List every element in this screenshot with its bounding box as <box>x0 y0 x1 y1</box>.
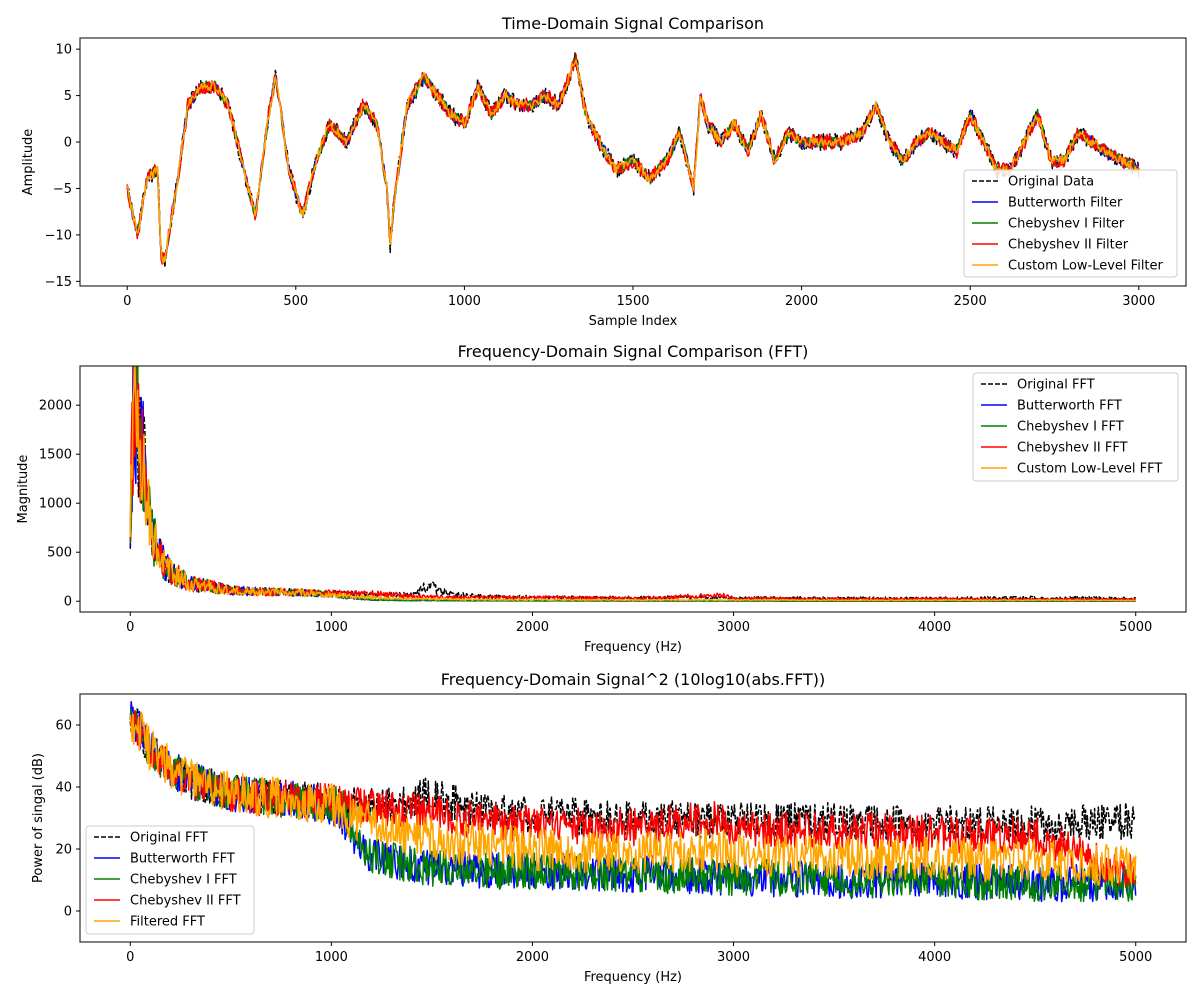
x-tick-label: 0 <box>126 620 134 635</box>
legend-label: Chebyshev II Filter <box>1008 238 1129 253</box>
legend-label: Chebyshev I FFT <box>1017 420 1124 435</box>
x-tick-label: 3000 <box>1122 294 1155 309</box>
legend-box <box>972 372 1179 482</box>
x-tick-label: 1500 <box>616 294 649 309</box>
chart-title: Frequency-Domain Signal Comparison (FFT) <box>458 342 809 361</box>
x-tick-label: 1000 <box>315 950 348 965</box>
x-axis-label: Frequency (Hz) <box>584 970 682 985</box>
legend-label: Chebyshev II FFT <box>130 894 241 909</box>
x-tick-label: 2500 <box>954 294 987 309</box>
y-axis-label: Magnitude <box>16 455 31 524</box>
legend-label: Chebyshev I FFT <box>130 873 237 888</box>
x-tick-label: 5000 <box>1119 620 1152 635</box>
chart-panel-1: Time-Domain Signal Comparison 0 500 1000 150… <box>21 14 1187 329</box>
legend-box <box>963 169 1178 278</box>
x-tick-label: 0 <box>126 950 134 965</box>
y-tick-label: 500 <box>47 546 72 561</box>
x-tick-label: 2000 <box>516 950 549 965</box>
y-axis-label: Amplitude <box>21 129 36 196</box>
y-tick-label: 0 <box>64 905 72 920</box>
axes-frame <box>79 365 1187 613</box>
y-tick-label: 20 <box>55 843 72 858</box>
legend-label: Chebyshev I Filter <box>1008 217 1125 232</box>
legend-label: Butterworth FFT <box>1017 399 1122 414</box>
x-tick-label: 0 <box>123 294 131 309</box>
y-axis-label: Power of singal (dB) <box>31 753 46 883</box>
y-tick-label: 0 <box>64 595 72 610</box>
x-axis-label: Sample Index <box>589 314 678 329</box>
y-tick-label: −15 <box>45 275 72 290</box>
axes-frame <box>79 693 1187 943</box>
legend-label: Original FFT <box>1017 378 1095 393</box>
x-tick-label: 1000 <box>448 294 481 309</box>
chart-title: Time-Domain Signal Comparison <box>501 14 764 33</box>
x-tick-label: 2000 <box>516 620 549 635</box>
x-tick-label: 4000 <box>918 950 951 965</box>
legend-label: Chebyshev II FFT <box>1017 441 1128 456</box>
chart-panel-2: Frequency-Domain Signal Comparison (FFT)… <box>16 342 1187 655</box>
y-tick-label: 10 <box>55 43 72 58</box>
legend: Original FFT Butterworth FFT Chebyshev I F… <box>972 372 1179 482</box>
y-tick-label: 0 <box>64 136 72 151</box>
legend-box <box>85 825 255 935</box>
y-tick-label: −10 <box>45 228 72 243</box>
y-tick-label: 60 <box>55 719 72 734</box>
series-line-5 <box>126 59 1139 264</box>
legend-label: Custom Low-Level Filter <box>1008 259 1164 274</box>
y-tick-label: 5 <box>64 89 72 104</box>
legend-label: Original FFT <box>130 831 208 846</box>
series-line-4 <box>130 710 1137 888</box>
x-tick-label: 1000 <box>315 620 348 635</box>
legend-label: Butterworth Filter <box>1008 196 1123 211</box>
legend-label: Filtered FFT <box>130 915 205 930</box>
y-tick-label: −5 <box>53 182 72 197</box>
series-line-5 <box>129 711 1137 887</box>
series-lines <box>126 52 1140 268</box>
series-lines <box>129 701 1137 903</box>
x-tick-label: 2000 <box>785 294 818 309</box>
y-tick-label: 2000 <box>39 399 72 414</box>
series-lines <box>129 366 1137 602</box>
legend: Original Data Butterworth Filter Chebyshev… <box>963 169 1178 278</box>
y-tick-label: 40 <box>55 781 72 796</box>
x-tick-label: 3000 <box>717 950 750 965</box>
y-tick-label: 1000 <box>39 497 72 512</box>
legend-label: Original Data <box>1008 175 1094 190</box>
legend: Original FFT Butterworth FFT Chebyshev I F… <box>85 825 255 935</box>
y-tick-label: 1500 <box>39 448 72 463</box>
x-tick-label: 5000 <box>1119 950 1152 965</box>
legend-label: Butterworth FFT <box>130 852 235 867</box>
x-tick-label: 3000 <box>717 620 750 635</box>
x-axis-label: Frequency (Hz) <box>584 640 682 655</box>
legend-label: Custom Low-Level FFT <box>1017 462 1162 477</box>
x-tick-label: 500 <box>283 294 308 309</box>
x-tick-label: 4000 <box>918 620 951 635</box>
chart-title: Frequency-Domain Signal^2 (10log10(abs.F… <box>441 670 826 689</box>
chart-panel-3: Frequency-Domain Signal^2 (10log10(abs.F… <box>31 670 1187 985</box>
series-line-5 <box>129 366 1136 602</box>
